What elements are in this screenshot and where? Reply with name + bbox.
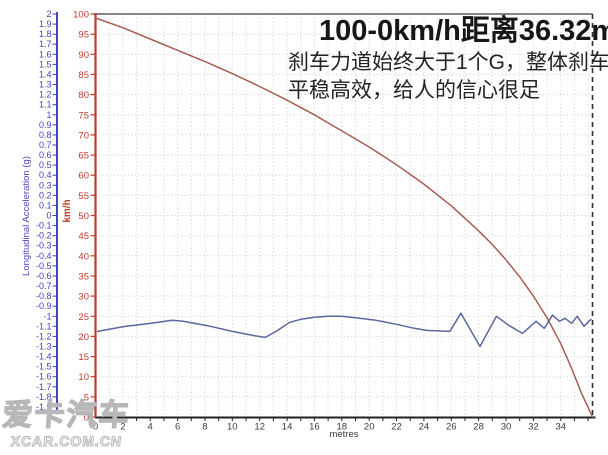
svg-text:24: 24: [419, 422, 430, 433]
svg-text:-0.9: -0.9: [36, 301, 52, 311]
svg-text:12: 12: [254, 422, 265, 433]
svg-text:15: 15: [78, 352, 89, 363]
svg-text:-1.3: -1.3: [36, 342, 52, 352]
svg-text:1.8: 1.8: [39, 29, 52, 39]
svg-text:10: 10: [227, 422, 238, 433]
svg-text:-1: -1: [43, 311, 51, 321]
svg-text:22: 22: [391, 422, 402, 433]
svg-text:50: 50: [78, 211, 89, 222]
svg-text:2: 2: [120, 422, 125, 433]
accel-axis-title: Longitudinal Acceleration (g): [21, 156, 32, 276]
svg-text:55: 55: [78, 191, 89, 202]
svg-text:8: 8: [202, 422, 207, 433]
svg-text:0: 0: [93, 422, 98, 433]
svg-text:2: 2: [46, 9, 51, 19]
svg-text:1.1: 1.1: [39, 100, 52, 110]
svg-text:0.4: 0.4: [39, 170, 52, 180]
svg-text:80: 80: [78, 90, 89, 101]
svg-text:14: 14: [282, 422, 293, 433]
chart-title: 100-0km/h距离36.32m: [319, 15, 608, 47]
svg-text:-1.5: -1.5: [36, 362, 52, 372]
svg-text:0: 0: [84, 413, 89, 424]
axis-tick-labels: 0 2 4 6 8 10 12 14 16 18 20 22 24 26 28 30 32 34100959085…: [36, 9, 566, 433]
svg-text:1: 1: [46, 110, 51, 120]
svg-text:0: 0: [46, 211, 51, 221]
svg-text:6: 6: [175, 422, 180, 433]
svg-text:5: 5: [84, 392, 89, 403]
svg-text:45: 45: [78, 231, 89, 242]
svg-text:100: 100: [73, 10, 89, 21]
svg-text:16: 16: [309, 422, 320, 433]
svg-text:-0.4: -0.4: [36, 251, 52, 261]
svg-text:-1.4: -1.4: [36, 352, 52, 362]
svg-text:40: 40: [78, 251, 89, 262]
svg-text:4: 4: [148, 422, 153, 433]
svg-text:20: 20: [78, 332, 89, 343]
svg-text:28: 28: [473, 422, 484, 433]
svg-text:-1.8: -1.8: [36, 392, 52, 402]
svg-text:0.3: 0.3: [39, 180, 52, 190]
gridlines: [95, 14, 593, 417]
svg-text:18: 18: [337, 422, 348, 433]
svg-text:1.3: 1.3: [39, 80, 52, 90]
svg-text:0.7: 0.7: [39, 140, 52, 150]
svg-text:1.2: 1.2: [39, 90, 52, 100]
svg-text:1.4: 1.4: [39, 69, 52, 79]
svg-text:90: 90: [78, 50, 89, 61]
svg-text:1.7: 1.7: [39, 39, 52, 49]
svg-text:85: 85: [78, 70, 89, 81]
svg-text:-0.2: -0.2: [36, 231, 52, 241]
svg-text:34: 34: [556, 422, 567, 433]
svg-text:25: 25: [78, 312, 89, 323]
svg-text:1.9: 1.9: [39, 19, 52, 29]
speed-curve: [94, 17, 594, 418]
svg-text:30: 30: [78, 292, 89, 303]
svg-text:1.5: 1.5: [39, 59, 52, 69]
svg-text:65: 65: [78, 151, 89, 162]
svg-text:0.2: 0.2: [39, 190, 52, 200]
svg-text:-0.3: -0.3: [36, 241, 52, 251]
svg-text:95: 95: [78, 30, 89, 41]
svg-text:26: 26: [446, 422, 457, 433]
svg-text:-0.6: -0.6: [36, 271, 52, 281]
svg-text:-0.7: -0.7: [36, 281, 52, 291]
x-axis-title: metres: [329, 429, 358, 440]
svg-text:1.6: 1.6: [39, 49, 52, 59]
svg-text:75: 75: [78, 110, 89, 121]
svg-text:0.9: 0.9: [39, 120, 52, 130]
svg-text:-1.9: -1.9: [36, 402, 52, 412]
svg-text:-1.2: -1.2: [36, 331, 52, 341]
svg-text:35: 35: [78, 272, 89, 283]
svg-text:0.5: 0.5: [39, 160, 52, 170]
svg-text:-1.6: -1.6: [36, 372, 52, 382]
svg-text:-0.1: -0.1: [36, 221, 52, 231]
axis-ticks: [52, 13, 589, 421]
svg-text:0.8: 0.8: [39, 130, 52, 140]
svg-text:10: 10: [78, 372, 89, 383]
svg-text:32: 32: [528, 422, 539, 433]
svg-text:0.6: 0.6: [39, 150, 52, 160]
svg-text:0.1: 0.1: [39, 200, 52, 210]
longitudinal-acceleration-curve: [96, 312, 592, 348]
svg-text:30: 30: [501, 422, 512, 433]
svg-text:-1.7: -1.7: [36, 382, 52, 392]
svg-text:-0.5: -0.5: [36, 261, 52, 271]
speed-axis-title: km/h: [62, 199, 73, 222]
svg-text:-1.1: -1.1: [36, 321, 52, 331]
svg-text:20: 20: [364, 422, 375, 433]
svg-text:60: 60: [78, 171, 89, 182]
chart-annotation-line2: 平稳高效，给人的信心很足: [288, 79, 540, 102]
svg-text:70: 70: [78, 130, 89, 141]
chart-annotation-line1: 刹车力道始终大于1个G，整体刹车过程: [288, 51, 608, 74]
svg-text:-0.8: -0.8: [36, 291, 52, 301]
